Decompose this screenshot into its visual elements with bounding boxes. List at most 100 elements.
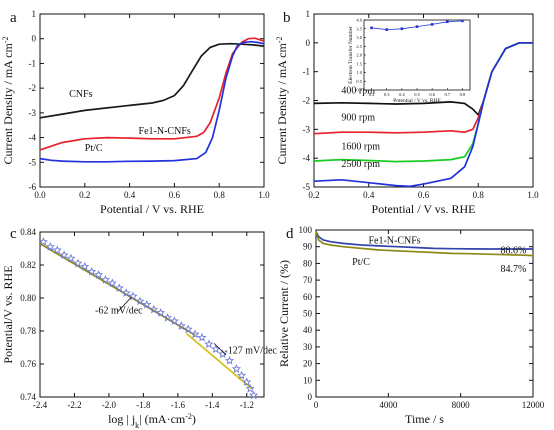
inset-y-tick-label: 4.0 bbox=[356, 18, 362, 23]
data-point-star bbox=[211, 344, 221, 354]
x-tick-label: 0.0 bbox=[34, 190, 46, 200]
data-point-star bbox=[66, 253, 76, 263]
series-line-1 bbox=[315, 231, 534, 257]
inset-data-point bbox=[430, 23, 434, 26]
y-tick-label: 0 bbox=[308, 392, 313, 402]
y-axis-label: Potential/V vs. RHE bbox=[1, 265, 15, 363]
x-tick-label: 0.8 bbox=[214, 190, 226, 200]
x-tick-label: -2.4 bbox=[33, 400, 48, 410]
data-point-star bbox=[45, 242, 55, 251]
inset-y-tick-label: 0.0 bbox=[356, 88, 362, 93]
data-point-star bbox=[38, 237, 49, 246]
data-point-star bbox=[87, 266, 97, 276]
x-tick-label: 0.4 bbox=[363, 190, 375, 200]
x-tick-label: 0.2 bbox=[79, 190, 90, 200]
series-line-0 bbox=[39, 42, 265, 119]
y-tick-label: 70 bbox=[303, 275, 313, 285]
x-tick-label: 0 bbox=[314, 400, 319, 410]
y-tick-label: 0.80 bbox=[20, 293, 36, 303]
annotation-label: 400 rpm bbox=[341, 85, 375, 96]
x-tick-label: -1.4 bbox=[205, 400, 220, 410]
annotation-label: Fe1-N-CNFs bbox=[368, 235, 420, 246]
panel-a-chart: a 0.0 0.2 0.4 0.6 0.8 1.0 1 0 -1 -2 -3 -4 -5 -6 Potenti… bbox=[1, 9, 271, 216]
inset-frame bbox=[363, 19, 471, 91]
data-point-star bbox=[73, 258, 83, 268]
y-tick-label: 0.78 bbox=[20, 326, 36, 336]
annotation-label: Fe1-N-CNFs bbox=[139, 126, 191, 137]
y-tick-label: -1 bbox=[303, 67, 311, 77]
y-tick-label: -5 bbox=[29, 157, 37, 167]
x-tick-label: -1.8 bbox=[136, 400, 151, 410]
x-axis-label-superscript: -2 bbox=[185, 412, 192, 421]
y-axis-label: Relative Current / (%) bbox=[277, 260, 291, 367]
annotation-arrow bbox=[117, 296, 132, 313]
x-axis-label-tail: | (mA·cm bbox=[139, 412, 186, 426]
y-tick-label: -2 bbox=[29, 83, 37, 93]
annotation-label: -62 mV/dec bbox=[95, 306, 143, 317]
data-point-star bbox=[237, 370, 247, 380]
inset-data-point bbox=[385, 28, 389, 31]
y-tick-label: -3 bbox=[29, 108, 37, 118]
series-line-3 bbox=[313, 41, 533, 188]
inset-y-tick-label: 3.0 bbox=[356, 35, 362, 40]
x-axis-label: Time / s bbox=[405, 412, 444, 426]
x-axis-label-close: ) bbox=[192, 412, 196, 426]
data-point-star bbox=[231, 364, 241, 373]
inset-x-tick-label: 0.8 bbox=[460, 92, 466, 97]
x-tick-label: 0.8 bbox=[473, 190, 485, 200]
y-tick-label: 20 bbox=[303, 359, 313, 369]
annotation-label: Pt/C bbox=[352, 257, 370, 268]
x-tick-label: 4000 bbox=[379, 400, 398, 410]
x-tick-label: 0.6 bbox=[418, 190, 430, 200]
inset-y-tick-label: 1.5 bbox=[356, 61, 362, 66]
inset-data-point bbox=[400, 27, 404, 31]
inset-y-tick-label: 0.5 bbox=[356, 79, 362, 84]
data-point-star bbox=[114, 283, 124, 292]
y-axis-label-superscript: -2 bbox=[275, 37, 284, 44]
inset-data-point bbox=[415, 25, 419, 28]
inset-x-tick-label: 0.2 bbox=[369, 92, 375, 97]
annotation-label: -127 mV/dec bbox=[224, 345, 277, 356]
y-tick-label: 80 bbox=[303, 258, 313, 268]
series-line-0 bbox=[315, 231, 533, 250]
y-axis-label-main: Current Density / mA cm bbox=[275, 43, 289, 165]
annotation-label: 1600 rpm bbox=[341, 142, 380, 153]
inset-x-tick-label: 0.6 bbox=[429, 92, 435, 97]
y-tick-label: -4 bbox=[303, 153, 311, 163]
data-point-star bbox=[162, 313, 173, 322]
x-tick-label: -2.0 bbox=[102, 400, 117, 410]
data-point-star bbox=[59, 250, 69, 259]
series-line-2 bbox=[39, 40, 265, 163]
x-tick-label: -1.6 bbox=[171, 400, 186, 410]
data-point-star bbox=[101, 275, 110, 284]
y-tick-label: 1 bbox=[32, 9, 37, 19]
data-point-star bbox=[107, 278, 117, 288]
inset-x-tick-label: 0.5 bbox=[414, 92, 420, 97]
annotation-label: 2500 rpm bbox=[341, 159, 380, 170]
data-point-star bbox=[245, 383, 255, 393]
panel-c-chart: c -2.4 -2.2 -2.0 -1.8 -1.6 -1.4 -1.2 0.84 0.82 0.8… bbox=[1, 226, 277, 430]
y-axis-label-superscript: -2 bbox=[1, 37, 10, 44]
panel-letter: c bbox=[10, 226, 17, 242]
y-tick-label: 40 bbox=[303, 325, 313, 335]
data-point-star bbox=[156, 308, 166, 317]
data-point-star bbox=[52, 245, 62, 255]
y-tick-label: 1 bbox=[306, 9, 311, 19]
x-tick-label: 8000 bbox=[452, 400, 471, 410]
y-tick-label: 0.82 bbox=[20, 260, 36, 270]
data-point-star bbox=[142, 299, 152, 309]
y-tick-label: 90 bbox=[303, 242, 313, 252]
x-tick-label: 0.6 bbox=[169, 190, 181, 200]
annotation-label: CNFs bbox=[69, 89, 92, 100]
x-tick-label: -1.2 bbox=[240, 400, 254, 410]
y-tick-label: 0.74 bbox=[20, 392, 36, 402]
y-tick-label: 0.76 bbox=[20, 359, 36, 369]
y-tick-label: 30 bbox=[303, 342, 313, 352]
y-axis-label: Current Density / mA cm-2 bbox=[275, 37, 290, 165]
fit-line-1 bbox=[185, 332, 253, 390]
inset-y-axis-label: Electron Transfer Number bbox=[347, 26, 354, 84]
panel-letter: b bbox=[283, 10, 291, 26]
x-axis-label-main: log | j bbox=[108, 412, 135, 426]
x-axis-label: Potential / V vs. RHE bbox=[372, 202, 476, 216]
